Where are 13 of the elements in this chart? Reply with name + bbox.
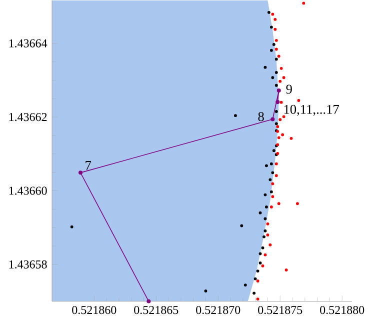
x-tick-label: 0.521875	[258, 306, 302, 314]
x-tick-label: 0.521865	[134, 306, 178, 314]
annotation: 10,11,...17	[284, 104, 340, 116]
x-tick-label: 0.521880	[320, 306, 364, 314]
annotation: 7	[86, 160, 92, 170]
y-tick-label: 1.43658	[9, 260, 47, 268]
y-tick-label: 1.43660	[9, 186, 47, 195]
x-tick-label: 0.521870	[196, 306, 240, 314]
y-tick-label: 1.43662	[9, 112, 47, 121]
annotation: 9	[286, 84, 292, 94]
annotation: 8	[258, 112, 264, 121]
y-tick-label: 1.43664	[9, 39, 48, 48]
x-tick-label: 0.521860	[72, 306, 116, 314]
